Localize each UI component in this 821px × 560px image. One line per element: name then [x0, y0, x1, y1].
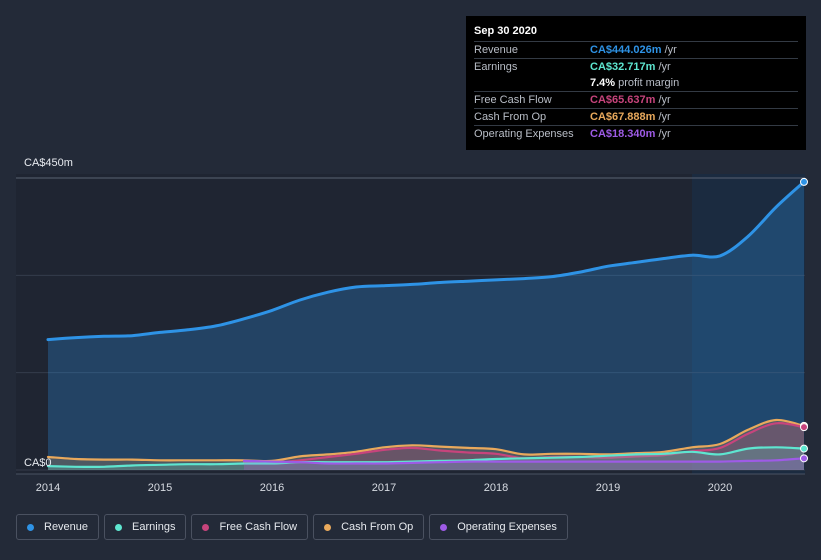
tooltip-row-revenue: Revenue CA$444.026m /yr [474, 41, 798, 58]
legend-label: Cash From Op [341, 521, 414, 533]
tooltip-unit: /yr [658, 128, 671, 140]
legend-item-cash-from-op[interactable]: Cash From Op [313, 514, 425, 540]
tooltip-label: Operating Expenses [474, 128, 574, 140]
tooltip-value: CA$65.637m [590, 94, 656, 106]
x-tick-label: 2017 [372, 482, 396, 494]
tooltip-label: Revenue [474, 44, 519, 56]
tooltip-unit: /yr [658, 61, 671, 73]
tooltip-row-free-cash-flow: Free Cash Flow CA$65.637m /yr [474, 91, 798, 108]
legend-item-operating-expenses[interactable]: Operating Expenses [429, 514, 568, 540]
x-tick-label: 2014 [36, 482, 60, 494]
legend-dot-icon [115, 523, 123, 531]
tooltip-label: Free Cash Flow [474, 94, 552, 106]
series-line-operating-expenses [242, 457, 806, 465]
series-area-revenue [48, 181, 804, 470]
profit-margin-value: 7.4% [590, 77, 616, 89]
tooltip-value: CA$18.340m [590, 128, 656, 140]
x-tick-label: 2020 [708, 482, 732, 494]
tooltip-row-operating-expenses: Operating Expenses CA$18.340m /yr [474, 125, 798, 142]
tooltip-unit: /yr [664, 44, 677, 56]
tooltip-value: CA$444.026m [590, 44, 662, 56]
series-line-cash-from-op [46, 418, 806, 463]
tooltip-row-earnings: Earnings CA$32.717m /yr [474, 58, 798, 75]
legend-label: Earnings [132, 521, 176, 533]
legend-label: Revenue [44, 521, 89, 533]
series-end-point-revenue [800, 177, 808, 186]
tooltip-label: Earnings [474, 61, 518, 73]
legend-item-earnings[interactable]: Earnings [104, 514, 187, 540]
series-line-revenue [46, 180, 806, 342]
x-tick-label: 2015 [148, 482, 172, 494]
y-axis-min-label: CA$0 [24, 457, 52, 469]
legend-dot-icon [27, 523, 34, 531]
legend-dot-icon [440, 523, 448, 531]
x-tick-label: 2016 [260, 482, 284, 494]
tooltip: Sep 30 2020 Revenue CA$444.026m /yr Earn… [466, 16, 806, 150]
legend-label: Operating Expenses [457, 521, 557, 533]
tooltip-unit: /yr [658, 111, 671, 123]
tooltip-row-cash-from-op: Cash From Op CA$67.888m /yr [474, 108, 798, 125]
series-end-point-free-cash-flow [800, 423, 808, 432]
profit-margin-text: profit margin [618, 77, 680, 89]
series-area-operating-expenses [244, 458, 804, 470]
legend: Revenue Earnings Free Cash Flow Cash Fro… [16, 514, 568, 540]
legend-dot-icon [202, 523, 210, 531]
legend-label: Free Cash Flow [219, 521, 298, 533]
tooltip-value: CA$32.717m [590, 61, 656, 73]
tooltip-unit: /yr [658, 94, 671, 106]
y-axis-max-label: CA$450m [24, 157, 73, 169]
x-tick-label: 2018 [484, 482, 508, 494]
legend-dot-icon [324, 523, 332, 531]
series-area-free-cash-flow [244, 423, 804, 470]
legend-item-revenue[interactable]: Revenue [16, 514, 100, 540]
tooltip-row-margin: 7.4% profit margin [474, 75, 798, 91]
series-end-point-earnings [800, 444, 808, 453]
tooltip-value: CA$67.888m [590, 111, 656, 123]
series-end-point-operating-expenses [800, 454, 808, 463]
series-line-earnings [46, 446, 806, 469]
tooltip-label: Cash From Op [474, 111, 547, 123]
x-tick-label: 2019 [596, 482, 620, 494]
tooltip-date: Sep 30 2020 [474, 25, 537, 37]
legend-item-free-cash-flow[interactable]: Free Cash Flow [191, 514, 309, 540]
plot-background [16, 174, 805, 474]
